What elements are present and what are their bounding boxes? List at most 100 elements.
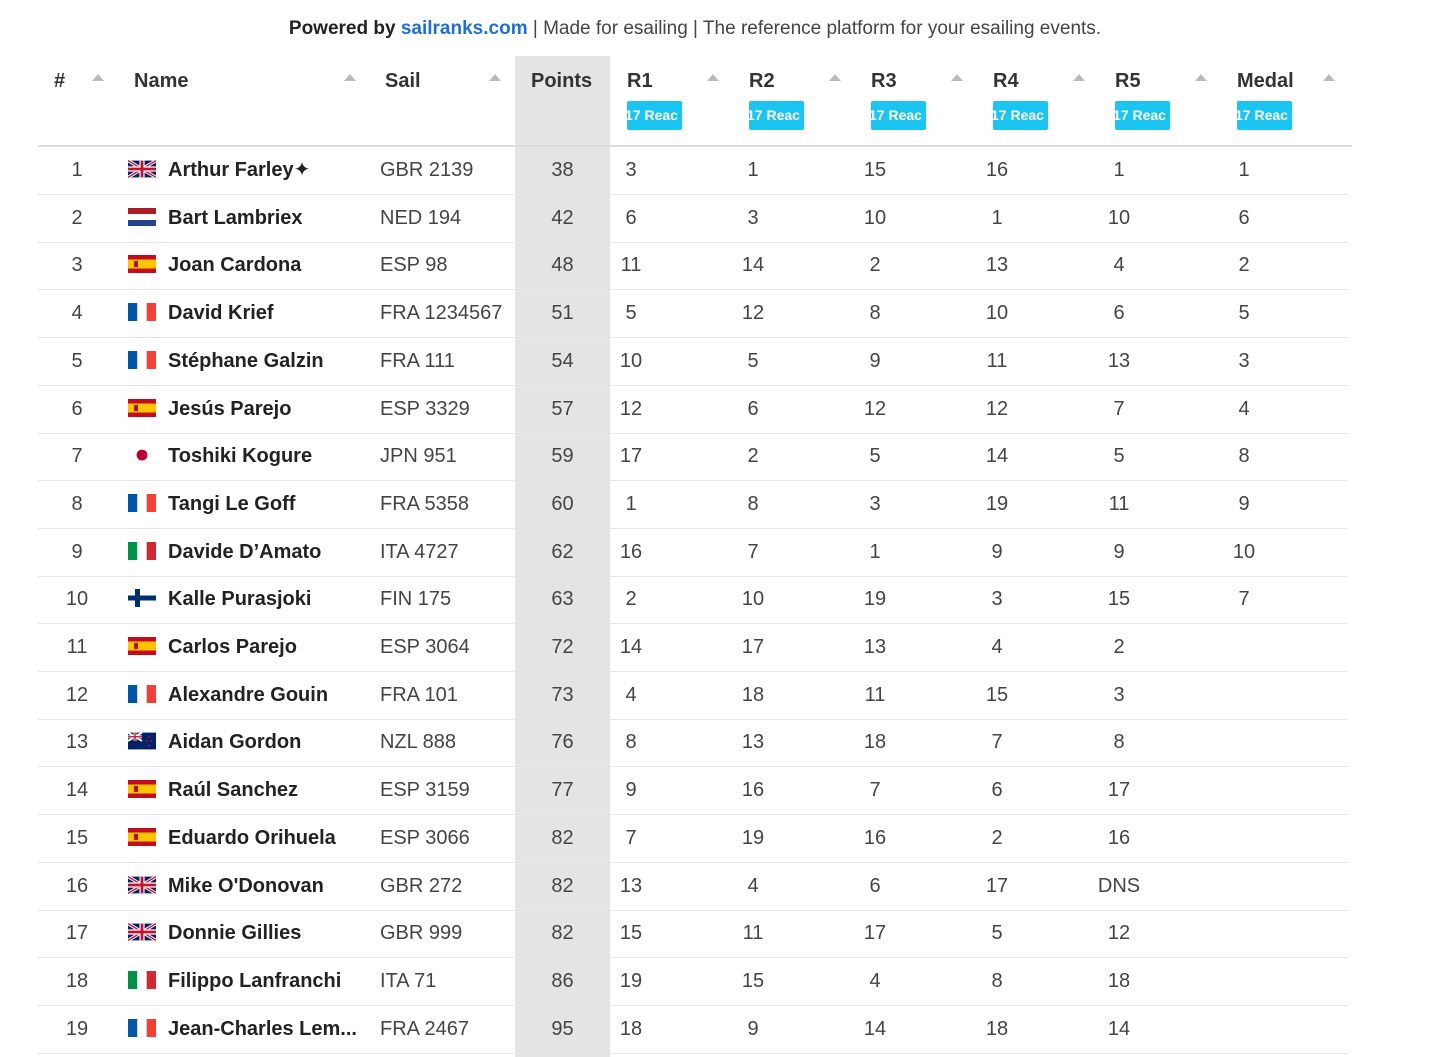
r1-cell: 12 bbox=[619, 397, 643, 420]
sailor-name[interactable]: Donnie Gillies bbox=[168, 922, 302, 945]
table-row[interactable]: 17 Donnie Gillies GBR 999 82 15 11 17 5 12 bbox=[38, 910, 1348, 959]
sort-medal-icon[interactable] bbox=[1323, 74, 1335, 81]
header-points[interactable]: Points bbox=[531, 70, 593, 92]
r5-cell: DNS bbox=[1097, 874, 1141, 897]
table-row[interactable]: 4 David Krief FRA 1234567 51 5 12 8 10 6 5 bbox=[38, 290, 1348, 339]
sort-r2-icon[interactable] bbox=[829, 74, 841, 81]
sailor-name[interactable]: Jean-Charles Lem... bbox=[168, 1017, 357, 1040]
table-row[interactable]: 3 Joan Cardona ESP 98 48 11 14 2 13 4 2 bbox=[38, 242, 1348, 291]
table-row[interactable]: 14 Raúl Sanchez ESP 3159 77 9 16 7 6 17 bbox=[38, 767, 1348, 816]
points-cell: 76 bbox=[551, 731, 574, 754]
table-row[interactable]: 6 Jesús Parejo ESP 3329 57 12 6 12 12 7 4 bbox=[38, 386, 1348, 434]
header-rank[interactable]: # bbox=[54, 70, 66, 92]
sailor-name[interactable]: David Krief bbox=[168, 302, 274, 325]
r2-badge[interactable]: 17 Reac bbox=[749, 101, 804, 130]
medal-badge[interactable]: 17 Reac bbox=[1237, 101, 1292, 130]
header-r3[interactable]: R3 bbox=[871, 70, 897, 92]
r3-cell: 3 bbox=[869, 492, 881, 515]
sort-r1-icon[interactable] bbox=[707, 74, 719, 81]
sailor-name[interactable]: Davide D’Amato bbox=[168, 540, 322, 563]
r2-cell: 19 bbox=[741, 826, 765, 849]
flag-esp-icon bbox=[128, 637, 156, 655]
table-row[interactable]: 16 Mike O'Donovan GBR 272 82 13 4 6 17 DNS bbox=[38, 863, 1348, 911]
table-row[interactable]: 8 Tangi Le Goff FRA 5358 60 1 8 3 19 11 9 bbox=[38, 481, 1348, 529]
r1-cell: 1 bbox=[625, 492, 637, 515]
r4-cell: 3 bbox=[991, 588, 1003, 611]
header-r5[interactable]: R5 bbox=[1115, 70, 1141, 92]
sailor-name[interactable]: Raúl Sanchez bbox=[168, 779, 299, 802]
points-cell: 95 bbox=[551, 1017, 574, 1040]
header-sail[interactable]: Sail bbox=[385, 70, 421, 92]
header-r2[interactable]: R2 bbox=[749, 70, 775, 92]
sort-rank-icon[interactable] bbox=[92, 74, 104, 81]
r1-cell: 16 bbox=[619, 540, 643, 563]
sailor-name[interactable]: Mike O'Donovan bbox=[168, 874, 324, 897]
sort-sail-icon[interactable] bbox=[489, 74, 501, 81]
table-row[interactable]: 18 Filippo Lanfranchi ITA 71 86 19 15 4 8 18 bbox=[38, 958, 1348, 1006]
sailor-name[interactable]: Aidan Gordon bbox=[168, 731, 302, 754]
r2-cell: 17 bbox=[741, 636, 765, 658]
header-r1[interactable]: R1 bbox=[627, 70, 653, 92]
header-r4[interactable]: R4 bbox=[993, 70, 1019, 92]
rank-cell: 3 bbox=[71, 254, 83, 277]
table-row[interactable]: 12 Alexandre Gouin FRA 101 73 4 18 11 15 3 bbox=[38, 672, 1348, 720]
header-medal[interactable]: Medal bbox=[1237, 70, 1294, 92]
r1-badge[interactable]: 17 Reac bbox=[627, 101, 682, 130]
table-row[interactable]: 5 Stéphane Galzin FRA 111 54 10 5 9 11 13 3 bbox=[38, 338, 1348, 386]
r5-cell: 9 bbox=[1113, 540, 1125, 563]
sailor-name[interactable]: Joan Cardona bbox=[168, 254, 302, 277]
sailor-name[interactable]: Filippo Lanfranchi bbox=[168, 969, 342, 992]
flag-esp-icon bbox=[128, 398, 156, 417]
sort-r5-icon[interactable] bbox=[1195, 74, 1207, 81]
sail-number: ESP 3066 bbox=[380, 826, 470, 849]
r2-cell: 16 bbox=[741, 779, 765, 802]
sailor-name[interactable]: Alexandre Gouin bbox=[168, 683, 329, 706]
sailor-name[interactable]: Carlos Parejo bbox=[168, 636, 297, 658]
header-name[interactable]: Name bbox=[134, 70, 189, 92]
sailor-name[interactable]: Toshiki Kogure bbox=[168, 445, 313, 468]
rank-cell: 16 bbox=[65, 874, 89, 897]
table-row[interactable]: 10 Kalle Purasjoki FIN 175 63 2 10 19 3 15 7 bbox=[38, 576, 1348, 625]
flag-fra-icon bbox=[128, 350, 156, 369]
r4-badge[interactable]: 17 Reac bbox=[993, 101, 1048, 130]
r1-cell: 4 bbox=[625, 683, 637, 706]
r3-cell: 9 bbox=[869, 349, 881, 372]
sailor-name[interactable]: Bart Lambriex bbox=[168, 206, 303, 229]
medal-cell bbox=[1204, 910, 1284, 957]
rank-cell: 6 bbox=[71, 397, 83, 420]
r1-cell: 13 bbox=[619, 874, 643, 897]
sailor-name[interactable]: Eduardo Orihuela bbox=[168, 826, 336, 849]
medal-cell bbox=[1204, 863, 1284, 910]
sailor-name[interactable]: Tangi Le Goff bbox=[168, 492, 296, 515]
table-row[interactable]: 15 Eduardo Orihuela ESP 3066 82 7 19 16 2 16 bbox=[38, 815, 1348, 863]
table-row[interactable]: 9 Davide D’Amato ITA 4727 62 16 7 1 9 9 10 bbox=[38, 529, 1348, 577]
sailor-name[interactable]: Stéphane Galzin bbox=[168, 349, 324, 372]
table-row[interactable]: 19 Jean-Charles Lem... FRA 2467 95 18 9 14 18 14 bbox=[38, 1006, 1348, 1054]
flag-gbr-icon bbox=[128, 923, 156, 942]
r5-cell: 5 bbox=[1113, 445, 1125, 468]
sailor-name[interactable]: Kalle Purasjoki bbox=[168, 588, 312, 611]
r2-cell: 11 bbox=[742, 922, 764, 945]
table-row[interactable]: 13 Aidan Gordon NZL 888 76 8 13 18 7 8 bbox=[38, 719, 1348, 768]
points-cell: 62 bbox=[551, 540, 574, 563]
table-row[interactable]: 7 Toshiki Kogure JPN 951 59 17 2 5 14 5 8 bbox=[38, 433, 1348, 482]
sailor-name[interactable]: Arthur Farley✦ bbox=[168, 159, 311, 181]
r3-cell: 13 bbox=[863, 636, 887, 658]
table-row[interactable]: 2 Bart Lambriex NED 194 42 6 3 10 1 10 6 bbox=[38, 195, 1348, 243]
sailor-name[interactable]: Jesús Parejo bbox=[168, 397, 292, 420]
sort-name-icon[interactable] bbox=[344, 74, 356, 81]
r2-cell: 3 bbox=[747, 206, 759, 229]
flag-nzl-icon bbox=[128, 732, 156, 750]
r1-cell: 11 bbox=[620, 254, 642, 277]
table-row[interactable]: 11 Carlos Parejo ESP 3064 72 14 17 13 4 2 bbox=[38, 624, 1348, 672]
table-row[interactable]: 1 Arthur Farley✦ GBR 2139 38 3 1 15 16 1 1 bbox=[38, 147, 1348, 195]
sort-r3-icon[interactable] bbox=[951, 74, 963, 81]
r3-badge[interactable]: 17 Reac bbox=[871, 101, 926, 130]
r3-cell: 12 bbox=[863, 397, 887, 420]
medal-cell: 9 bbox=[1238, 492, 1250, 515]
powered-by-banner: Powered by sailranks.com | Made for esai… bbox=[0, 18, 1390, 40]
sort-r4-icon[interactable] bbox=[1073, 74, 1085, 81]
medal-cell bbox=[1204, 958, 1284, 1005]
sailranks-link[interactable]: sailranks.com bbox=[400, 18, 528, 39]
r5-badge[interactable]: 17 Reac bbox=[1115, 101, 1170, 130]
